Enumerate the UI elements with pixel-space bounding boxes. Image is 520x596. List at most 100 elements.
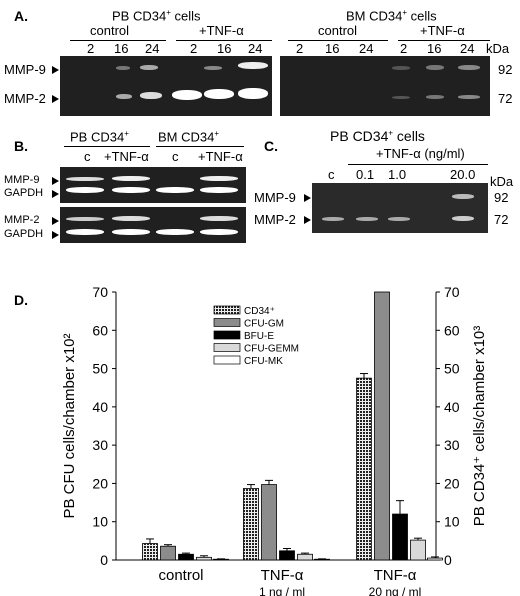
lane-label: 24 bbox=[359, 41, 374, 56]
bar-cd34 bbox=[142, 543, 158, 561]
legend-swatch bbox=[213, 355, 241, 365]
legend-label: CFU-MK bbox=[244, 356, 283, 367]
bar-cd34 bbox=[356, 377, 372, 561]
lane-label: 0.1 bbox=[356, 167, 375, 182]
legend-label: CD34⁺ bbox=[244, 306, 275, 317]
category-sublabel: 20 ng / ml bbox=[369, 585, 422, 596]
y-tick-label-left: 0 bbox=[100, 552, 108, 568]
category-label: TNF-α bbox=[374, 567, 417, 584]
bar-bfue bbox=[279, 550, 295, 561]
mmp2-arrow-icon bbox=[52, 95, 59, 103]
bar-cfugemm bbox=[410, 539, 426, 561]
panel-c-title: PB CD34+ cells bbox=[330, 128, 425, 144]
panel-a-control-bracket-left bbox=[70, 40, 166, 41]
mmp2-arrow-icon bbox=[304, 216, 311, 224]
y-tick-label-right: 30 bbox=[444, 437, 460, 453]
y-tick-label-right: 60 bbox=[444, 322, 460, 338]
mmp2-label: MMP-2 bbox=[4, 214, 40, 226]
panel-c-tnf-label: +TNF-α (ng/ml) bbox=[376, 146, 465, 161]
y-tick-label-right: 0 bbox=[444, 552, 452, 568]
panel-b-bm-title: BM CD34+ bbox=[158, 129, 220, 145]
legend-label: BFU-E bbox=[244, 331, 274, 342]
y-tick-label-right: 20 bbox=[444, 475, 460, 491]
lane-label: c bbox=[84, 149, 91, 164]
mmp9-label: MMP-9 bbox=[254, 190, 296, 205]
y-tick-label-left: 10 bbox=[92, 514, 108, 530]
mmp2-arrow-icon bbox=[52, 217, 59, 225]
panel-b-pb-title: PB CD34+ bbox=[70, 129, 129, 145]
y-tick-label-left: 20 bbox=[92, 475, 108, 491]
panel-b-gel-top bbox=[60, 167, 246, 203]
legend-swatch bbox=[213, 343, 241, 352]
mw-92: 92 bbox=[498, 62, 513, 77]
y-axis-label-left: PB CFU cells/chamber x10² bbox=[61, 333, 78, 518]
bar-cfugm bbox=[261, 484, 277, 561]
bar-cfugemm bbox=[196, 556, 212, 561]
gapdh-arrow-icon bbox=[52, 190, 59, 198]
lane-label: 2 bbox=[190, 41, 198, 56]
panel-a-tnf-label-left: +TNF-α bbox=[199, 23, 244, 38]
lane-label: 16 bbox=[427, 41, 442, 56]
mw-92: 92 bbox=[494, 190, 509, 205]
lane-label: 2 bbox=[87, 41, 95, 56]
kda-label: kDa bbox=[490, 174, 514, 189]
legend-label: CFU-GEMM bbox=[244, 344, 299, 355]
gapdh-label: GAPDH bbox=[4, 187, 44, 199]
y-axis-label-right: PB CD34⁺ cells/chamber x10³ bbox=[471, 326, 488, 527]
bar-cfugm bbox=[374, 291, 390, 561]
lane-label: 16 bbox=[325, 41, 340, 56]
category-sublabel: 1 ng / ml bbox=[259, 585, 305, 596]
panel-a-letter: A. bbox=[14, 8, 28, 24]
y-tick-label-right: 10 bbox=[444, 514, 460, 530]
lane-label: 24 bbox=[145, 41, 160, 56]
legend-swatch bbox=[213, 318, 241, 327]
panel-a-tnf-bracket-right bbox=[398, 40, 490, 41]
y-tick-label-right: 40 bbox=[444, 399, 460, 415]
bar-cd34 bbox=[243, 488, 259, 561]
panel-a-gel-left bbox=[60, 56, 272, 116]
mmp9-arrow-icon bbox=[304, 194, 311, 202]
panel-a-control-bracket-right bbox=[288, 40, 388, 41]
mw-72: 72 bbox=[494, 212, 509, 227]
mw-72: 72 bbox=[498, 91, 513, 106]
lane-label: +TNF-α bbox=[198, 149, 243, 164]
y-tick-label-left: 40 bbox=[92, 399, 108, 415]
lane-label: 2 bbox=[400, 41, 408, 56]
legend-swatch bbox=[213, 305, 241, 315]
panel-b-bm-bracket bbox=[156, 146, 244, 147]
mmp9-label: MMP-9 bbox=[4, 174, 40, 186]
mmp2-label: MMP-2 bbox=[254, 212, 296, 227]
panel-a-tnf-label-right: +TNF-α bbox=[420, 23, 465, 38]
panel-a-control-label-left: control bbox=[90, 23, 130, 38]
gapdh-label: GAPDH bbox=[4, 228, 44, 240]
lane-label: 16 bbox=[114, 41, 129, 56]
y-tick-label-left: 60 bbox=[92, 322, 108, 338]
y-tick-label-left: 70 bbox=[92, 284, 108, 300]
panel-a-control-label-right: control bbox=[318, 23, 358, 38]
y-tick-label-left: 30 bbox=[92, 437, 108, 453]
lane-label: 16 bbox=[217, 41, 232, 56]
legend-swatch bbox=[213, 330, 241, 340]
kda-label: kDa bbox=[486, 41, 510, 56]
bar-cfumk bbox=[427, 557, 443, 561]
panel-a-right-title: BM CD34+ cells bbox=[346, 8, 437, 24]
lane-label: +TNF-α bbox=[104, 149, 149, 164]
panel-a-gel-right bbox=[280, 56, 490, 116]
gapdh-arrow-icon bbox=[52, 231, 59, 239]
y-tick-label-right: 70 bbox=[444, 284, 460, 300]
category-label: TNF-α bbox=[261, 567, 304, 584]
lane-label: 1.0 bbox=[388, 167, 407, 182]
lane-label: 24 bbox=[460, 41, 475, 56]
panel-c-tnf-bracket bbox=[348, 164, 488, 165]
panel-c-letter: C. bbox=[264, 138, 278, 154]
panel-b-pb-bracket bbox=[64, 146, 150, 147]
lane-label: 24 bbox=[248, 41, 263, 56]
mmp9-arrow-icon bbox=[52, 66, 59, 74]
lane-label: c bbox=[172, 149, 179, 164]
lane-label: c bbox=[328, 167, 335, 182]
y-tick-label-right: 50 bbox=[444, 361, 460, 377]
bar-bfue bbox=[392, 513, 408, 561]
panel-b-gel-bottom bbox=[60, 207, 246, 243]
mmp9-arrow-icon bbox=[52, 177, 59, 185]
